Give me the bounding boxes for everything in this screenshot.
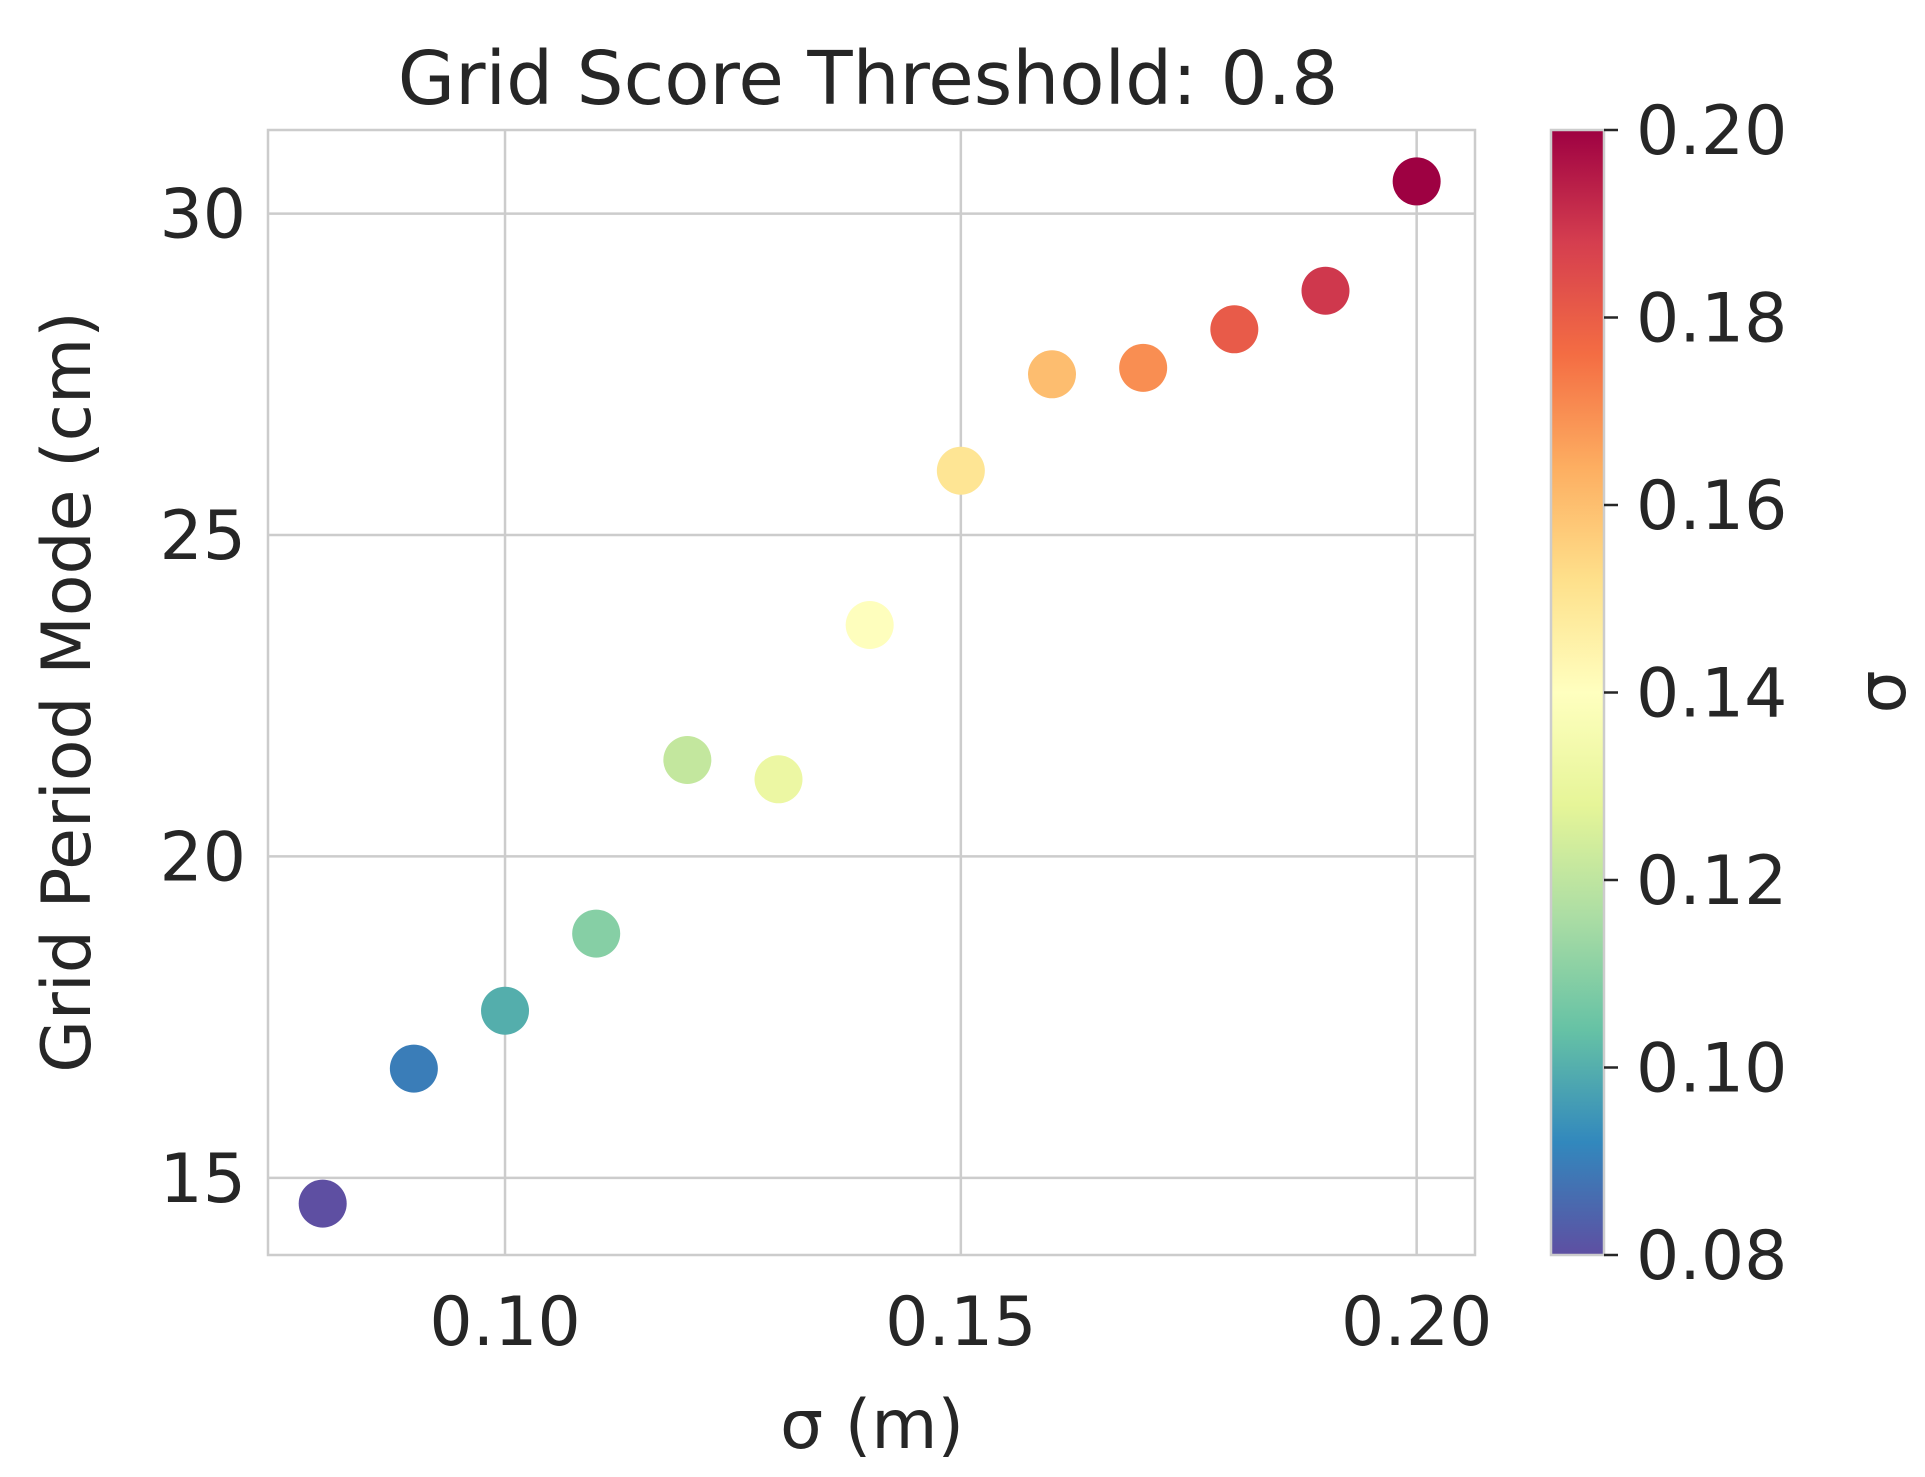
y-tick-label: 15 [159, 1140, 246, 1219]
data-point [1392, 157, 1441, 206]
y-tick-labels: 15 20 25 30 [159, 176, 246, 1219]
data-point [1210, 305, 1259, 354]
data-point [845, 601, 894, 649]
colorbar-tick-label: 0.10 [1636, 1030, 1787, 1109]
data-point [1119, 343, 1168, 392]
colorbar-tick-label: 0.18 [1636, 280, 1787, 359]
data-point [1028, 350, 1077, 399]
data-point [481, 986, 530, 1035]
grid-lines [268, 130, 1475, 1255]
data-point [936, 446, 985, 495]
colorbar-tick-label: 0.14 [1636, 655, 1787, 734]
data-point [1301, 266, 1350, 315]
data-point [389, 1044, 438, 1093]
colorbar-tick-label: 0.16 [1636, 467, 1787, 546]
colorbar: 0.08 0.10 0.12 0.14 0.16 0.18 0.20 σ [1549, 92, 1922, 1296]
data-points [298, 157, 1441, 1228]
data-point [754, 755, 803, 804]
x-tick-labels: 0.10 0.15 0.20 [429, 1283, 1492, 1362]
colorbar-tick-label: 0.12 [1636, 842, 1787, 921]
x-tick-label: 0.20 [1341, 1283, 1492, 1362]
data-point [572, 909, 621, 958]
y-tick-label: 25 [159, 497, 246, 576]
y-tick-label: 30 [159, 176, 246, 255]
x-tick-label: 0.15 [885, 1283, 1036, 1362]
x-axis-label: σ (m) [780, 1386, 964, 1465]
colorbar-ticks: 0.08 0.10 0.12 0.14 0.16 0.18 0.20 [1604, 92, 1787, 1296]
colorbar-label: σ [1843, 670, 1922, 713]
chart-title: Grid Score Threshold: 0.8 [398, 36, 1338, 122]
colorbar-gradient [1549, 128, 1606, 1257]
x-tick-label: 0.10 [429, 1283, 580, 1362]
data-point [663, 736, 712, 784]
y-tick-label: 20 [159, 818, 246, 897]
colorbar-tick-label: 0.20 [1636, 92, 1787, 171]
colorbar-tick-label: 0.08 [1636, 1217, 1787, 1296]
data-point [298, 1179, 347, 1228]
y-axis-label: Grid Period Mode (cm) [28, 311, 107, 1073]
plot-frame [266, 128, 1477, 1257]
